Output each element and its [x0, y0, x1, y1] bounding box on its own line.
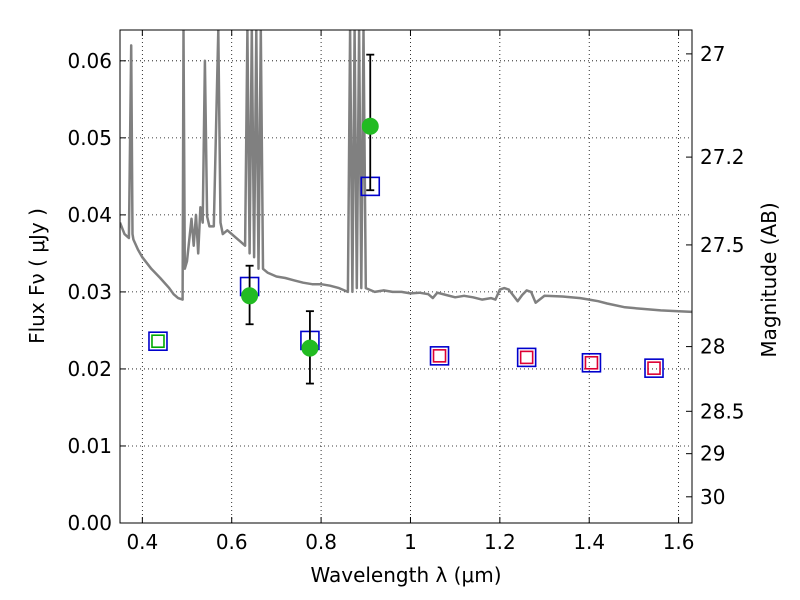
square-marker [581, 352, 602, 373]
x-tick-label: 1.6 [663, 530, 695, 554]
square-marker [644, 358, 664, 378]
square-marker [151, 334, 165, 349]
right-tick-label: 27 [700, 42, 725, 66]
y-tick-label: 0.02 [67, 357, 112, 381]
right-tick-label: 30 [700, 485, 725, 509]
plot-frame [119, 29, 693, 524]
observed-flux-point [241, 287, 259, 305]
ticks: 0.4 0.6 0.8 1 1.2 1.4 1.6 0.00 0.01 0.02 0.03 0.04 0… [67, 30, 745, 554]
y-axis-label: Flux Fν ( μJy ) [25, 208, 49, 344]
plot-area [120, 30, 692, 385]
right-tick-label: 29 [700, 442, 725, 466]
x-tick-label: 1.2 [484, 530, 516, 554]
y-tick-label: 0.06 [67, 49, 112, 73]
x-tick-label: 1.4 [573, 530, 605, 554]
right-tick-label: 27.2 [700, 145, 745, 169]
right-tick-label: 28 [700, 335, 725, 359]
square-marker [148, 331, 168, 352]
y-tick-label: 0.04 [67, 203, 112, 227]
x-tick-label: 0.4 [126, 530, 158, 554]
square-marker [516, 347, 537, 368]
right-axis-label: Magnitude (AB) [757, 202, 781, 357]
y-tick-label: 0.05 [67, 126, 112, 150]
square-marker [432, 349, 447, 363]
x-axis-label: Wavelength λ (μm) [310, 563, 501, 587]
square-marker [584, 355, 599, 370]
y-tick-label: 0.00 [67, 511, 112, 535]
square-marker [647, 361, 661, 375]
right-tick-label: 27.5 [700, 233, 745, 257]
square-marker [429, 346, 450, 366]
model-spectrum-line [120, 30, 692, 314]
x-tick-label: 1 [404, 530, 417, 554]
observed-flux-point [361, 117, 379, 135]
observed-flux-point [301, 339, 319, 357]
x-tick-label: 0.8 [305, 530, 337, 554]
x-tick-label: 0.6 [216, 530, 248, 554]
right-tick-label: 28.5 [700, 399, 745, 423]
y-tick-label: 0.03 [67, 280, 112, 304]
square-marker [519, 350, 534, 365]
y-tick-label: 0.01 [67, 434, 112, 458]
